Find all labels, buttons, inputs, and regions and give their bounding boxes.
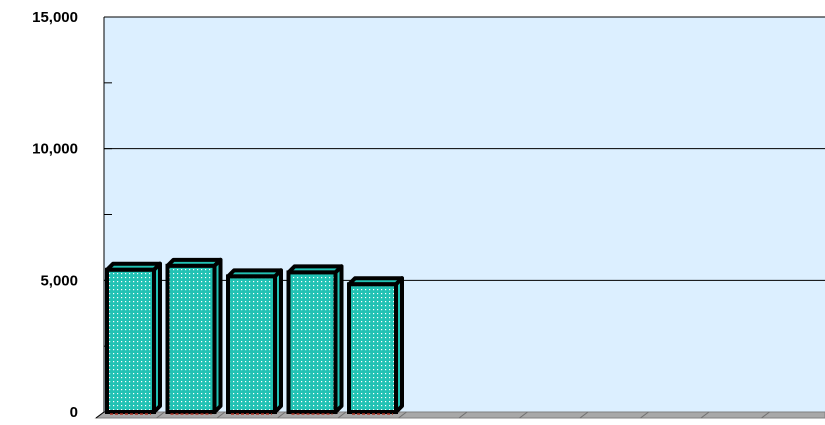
y-tick-label: 0 xyxy=(70,404,78,421)
bar xyxy=(226,268,283,415)
bar xyxy=(105,261,162,415)
y-tick-label: 15,000 xyxy=(32,9,78,26)
bar xyxy=(165,257,223,415)
floor-divider xyxy=(156,411,165,419)
bar xyxy=(347,276,404,415)
floor-divider xyxy=(277,411,286,419)
bar-front xyxy=(286,270,338,414)
floor-divider xyxy=(216,411,226,419)
bar-front xyxy=(105,267,156,414)
gridlines xyxy=(104,16,825,281)
floor-divider xyxy=(337,411,347,419)
y-tick-label: 10,000 xyxy=(32,141,78,158)
floor-divider xyxy=(640,411,649,419)
floor-divider xyxy=(579,411,589,419)
y-tick-labels: 0 5,000 10,000 15,000 xyxy=(32,9,78,421)
y-axis-depth xyxy=(95,411,105,419)
floor-divider xyxy=(761,411,770,419)
y-tick-label: 5,000 xyxy=(40,272,78,289)
plot-background xyxy=(104,17,825,412)
bar-front xyxy=(347,282,398,414)
floor-divider xyxy=(458,411,468,419)
floor-divider xyxy=(519,411,528,419)
plot-area xyxy=(94,17,825,419)
floor-divider xyxy=(700,411,710,419)
bar-series xyxy=(105,257,404,415)
bar-front xyxy=(165,263,217,414)
floor-divider xyxy=(398,411,407,419)
bar-front xyxy=(226,274,277,414)
bar xyxy=(286,264,344,415)
